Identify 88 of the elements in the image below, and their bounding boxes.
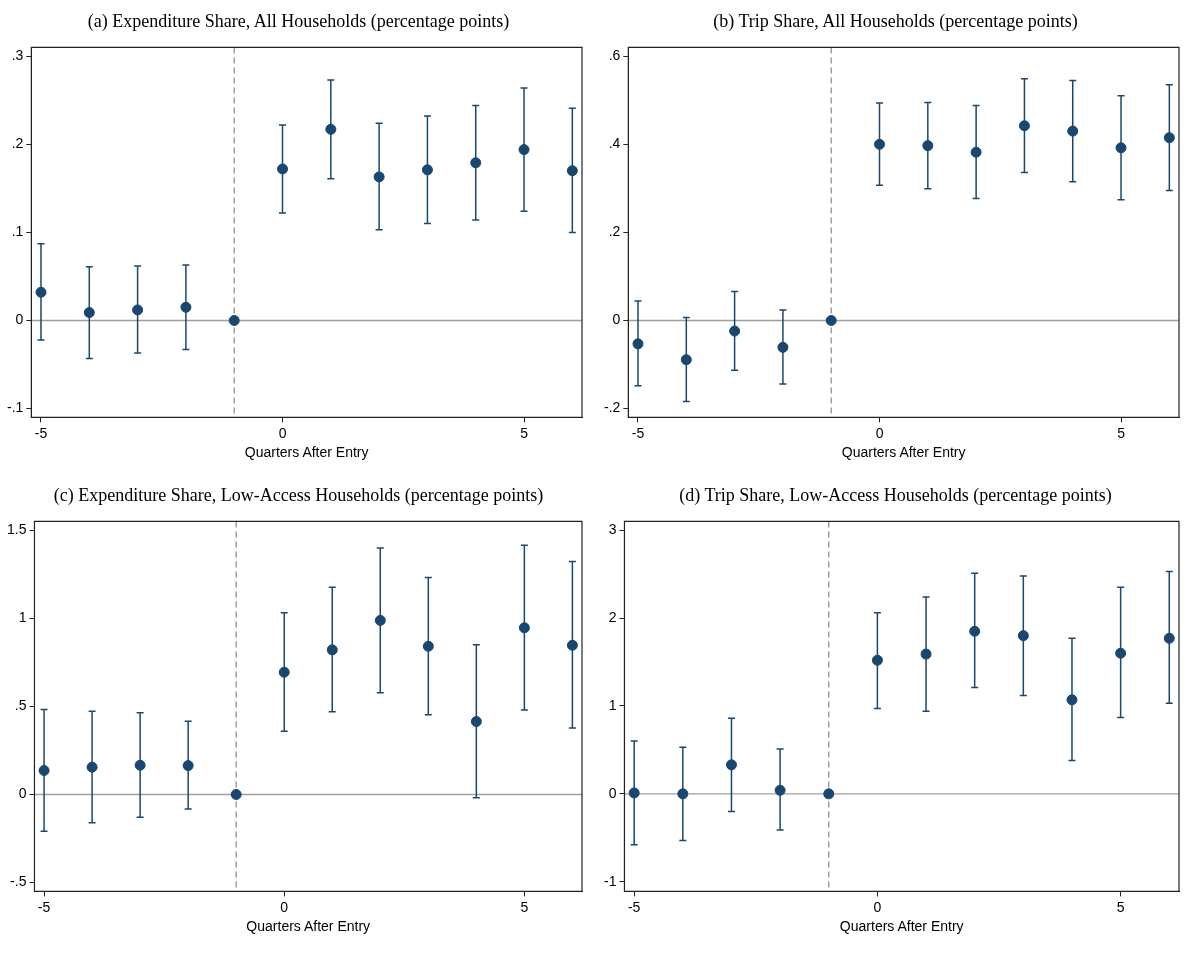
x-tick-label: -5 — [37, 898, 51, 915]
point — [470, 716, 482, 728]
y-tick-label: 1 — [608, 696, 617, 713]
y-tick-label: -.5 — [10, 873, 27, 890]
y-tick-label: 1 — [18, 609, 27, 626]
point — [922, 140, 934, 152]
point — [518, 622, 530, 634]
x-axis-title: Quarters After Entry — [244, 444, 369, 461]
point — [566, 165, 578, 177]
point — [421, 164, 433, 176]
point — [777, 341, 789, 353]
y-tick-label: .2 — [11, 135, 24, 152]
chart-title: (d) Trip Share, Low-Access Households (percentage points) — [678, 484, 1113, 507]
point — [823, 788, 835, 800]
point — [277, 163, 289, 175]
point — [1067, 125, 1079, 137]
x-axis-title: Quarters After Entry — [839, 918, 964, 935]
point — [38, 765, 50, 777]
point — [518, 144, 530, 156]
x-tick-label: 5 — [1116, 898, 1125, 915]
x-tick-label: 5 — [1117, 424, 1126, 441]
point — [969, 625, 981, 637]
point — [470, 157, 482, 169]
point — [1017, 630, 1029, 642]
point — [774, 784, 786, 796]
y-tick-label: -.1 — [6, 399, 24, 416]
x-tick-label: -5 — [631, 424, 645, 441]
point — [83, 307, 95, 319]
point — [422, 640, 434, 652]
point — [278, 666, 290, 678]
point — [86, 761, 98, 773]
point — [35, 286, 47, 298]
x-tick-label: 5 — [520, 424, 529, 441]
point — [680, 354, 692, 366]
x-tick-label: 0 — [280, 898, 289, 915]
point — [920, 648, 932, 660]
x-tick-label: -5 — [627, 898, 641, 915]
point — [1018, 120, 1030, 132]
x-axis-title: Quarters After Entry — [841, 444, 966, 461]
point — [1066, 694, 1078, 706]
point — [373, 171, 385, 183]
y-tick-label: .5 — [14, 697, 27, 714]
x-tick-label: 0 — [873, 898, 882, 915]
y-tick-label: -.2 — [603, 399, 621, 416]
point — [628, 787, 640, 799]
y-tick-label: .1 — [11, 223, 24, 240]
y-tick-label: -1 — [604, 872, 617, 889]
point — [725, 759, 737, 771]
chart-title: (b) Trip Share, All Households (percentage points) — [712, 10, 1079, 33]
x-tick-label: 0 — [278, 424, 287, 441]
point — [374, 614, 386, 626]
point — [325, 123, 337, 135]
x-tick-label: 5 — [520, 898, 529, 915]
point — [1163, 132, 1175, 144]
point — [180, 301, 192, 313]
point — [729, 325, 741, 337]
y-tick-label: 0 — [608, 784, 617, 801]
point — [230, 789, 242, 800]
point — [182, 760, 194, 772]
point — [1163, 632, 1175, 644]
point — [228, 315, 240, 326]
point — [134, 759, 146, 771]
y-tick-label: 0 — [18, 785, 27, 802]
x-tick-label: 0 — [875, 424, 884, 441]
point — [677, 788, 689, 800]
chart-title: (a) Expenditure Share, All Households (percentage points) — [86, 10, 511, 33]
point — [874, 138, 886, 150]
y-tick-label: 0 — [15, 311, 24, 328]
point — [1115, 142, 1127, 154]
point — [132, 304, 144, 316]
point — [970, 146, 982, 158]
y-tick-label: 1.5 — [6, 521, 27, 538]
y-tick-label: .2 — [608, 223, 621, 240]
chart-title: (c) Expenditure Share, Low-Access Households (percentage points) — [52, 484, 545, 507]
point — [871, 654, 883, 666]
y-tick-label: 3 — [608, 521, 617, 538]
x-tick-label: -5 — [34, 424, 48, 441]
point — [632, 338, 644, 350]
point — [326, 644, 338, 656]
point — [825, 315, 837, 326]
y-tick-label: 2 — [608, 608, 617, 625]
y-tick-label: .6 — [608, 47, 621, 64]
y-tick-label: 0 — [612, 311, 621, 328]
y-tick-label: .4 — [608, 135, 621, 152]
point — [566, 639, 578, 651]
x-axis-title: Quarters After Entry — [246, 918, 371, 935]
point — [1115, 647, 1127, 659]
y-tick-label: .3 — [11, 47, 24, 64]
